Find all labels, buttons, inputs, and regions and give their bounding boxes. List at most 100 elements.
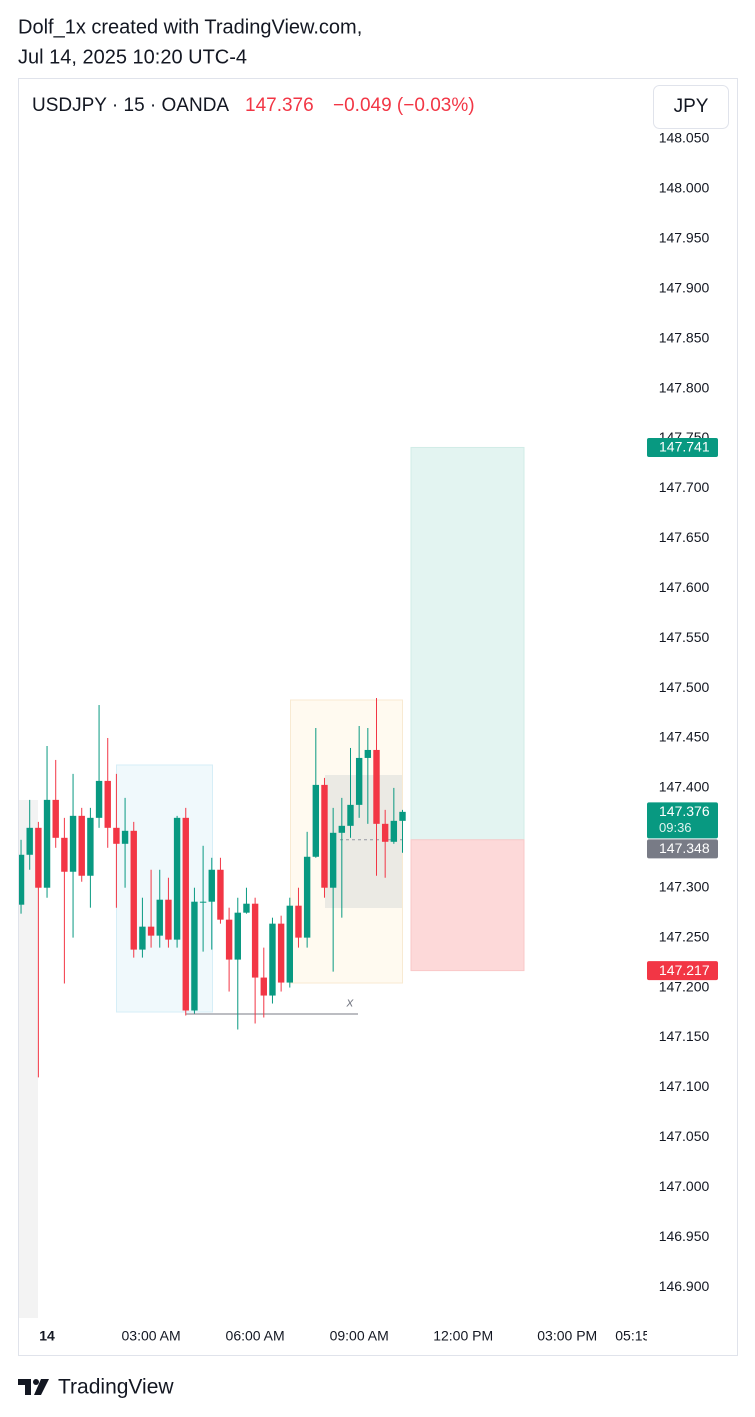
candle-body (147, 926, 155, 936)
y-tick-label: 147.800 (659, 379, 710, 395)
x-tick-label: 05:15 (615, 1328, 650, 1344)
candle-body (364, 749, 372, 758)
candle-body (87, 817, 94, 876)
x-tick-label: 09:00 AM (330, 1328, 389, 1344)
candle-body (113, 827, 120, 844)
candle-body (19, 854, 25, 905)
x-tick-label: 03:00 AM (122, 1328, 181, 1344)
candle-body (373, 749, 380, 824)
candle-body (234, 912, 241, 960)
candle-body (69, 815, 77, 872)
price-badge (647, 839, 718, 859)
header-price: 147.376 (245, 95, 314, 116)
header-change: −0.049 (−0.03%) (333, 95, 475, 116)
y-tick-label: 147.000 (659, 1178, 710, 1194)
footer-brand: TradingView (58, 1376, 174, 1399)
price-badge (647, 961, 718, 981)
candle-body (303, 856, 311, 938)
candle-body (260, 977, 267, 996)
candle-body (104, 780, 111, 828)
x-tick-label: 06:00 AM (226, 1328, 285, 1344)
candle-body (286, 905, 294, 983)
candle-body (182, 817, 189, 1011)
x-tick-label: 12:00 PM (433, 1328, 493, 1344)
symbol: USDJPY · 15 · OANDA (32, 95, 229, 116)
price-badge-label: 147.741 (659, 439, 710, 455)
candle-body (199, 901, 207, 903)
candle-body (208, 869, 215, 902)
candle-body (381, 823, 389, 842)
candle-body (321, 784, 328, 888)
x-tick-label: 03:00 PM (537, 1328, 597, 1344)
y-tick-label: 147.050 (659, 1128, 710, 1144)
price-badge (647, 802, 718, 839)
axes: 148.050 148.000 147.950 147.900 147.850 147.8… (39, 130, 718, 1344)
y-tick-label: 147.900 (659, 279, 710, 295)
candle-body (295, 905, 302, 938)
candle-body (329, 832, 337, 888)
y-tick-label: 147.550 (659, 629, 710, 645)
y-tick-label: 147.650 (659, 529, 710, 545)
session-shade (19, 800, 38, 1318)
candle-body (217, 869, 224, 920)
candle-body (251, 903, 259, 978)
currency[interactable]: JPY (674, 96, 709, 117)
candle-body (95, 780, 103, 818)
candle-body (43, 799, 51, 888)
y-tick-label: 147.300 (659, 878, 710, 894)
price-badge-label: 147.217 (659, 962, 710, 978)
plot-area: x (19, 446, 525, 1318)
candle-body (35, 827, 42, 888)
currency-button[interactable] (653, 85, 729, 129)
stop-zone (410, 839, 525, 972)
y-tick-label: 146.950 (659, 1228, 710, 1244)
level-label: x (346, 994, 354, 1009)
candle-body (61, 837, 68, 872)
y-tick-label: 147.950 (659, 230, 710, 246)
y-tick-label: 148.000 (659, 180, 710, 196)
y-tick-label: 147.200 (659, 978, 710, 994)
y-tick-label: 147.250 (659, 928, 710, 944)
y-tick-label: 147.500 (659, 679, 710, 695)
x-axis: 14 03:00 AM 06:00 AM 09:00 AM 12:00 PM 03:00 … (39, 1328, 650, 1344)
y-tick-label: 147.700 (659, 479, 710, 495)
y-tick-label: 147.450 (659, 729, 710, 745)
footer-logo (18, 1379, 49, 1395)
y-tick-label: 147.600 (659, 579, 710, 595)
candle-body (399, 811, 406, 821)
candle-body (52, 799, 59, 838)
countdown: 09:36 (659, 820, 692, 835)
candle-body (243, 903, 250, 913)
candle-body (277, 923, 285, 983)
last-price-label: 147.376 (659, 803, 710, 819)
candle-body (156, 899, 163, 936)
candle-body (225, 919, 233, 960)
candle-body (390, 820, 398, 842)
range-box (325, 775, 402, 908)
candle-body (347, 804, 354, 826)
target-zone (410, 446, 525, 841)
candle-body (355, 757, 363, 805)
y-tick-label: 147.100 (659, 1078, 710, 1094)
candle-body (78, 815, 85, 876)
candle-body (269, 923, 276, 996)
date-line: Jul 14, 2025 10:20 UTC-4 (18, 46, 247, 68)
candle-body (173, 817, 181, 940)
price-badge-label: 147.348 (659, 840, 710, 856)
author-line: Dolf_1x created with TradingView.com, (18, 16, 362, 38)
y-tick-label: 147.400 (659, 779, 710, 795)
y-tick-label: 147.150 (659, 1028, 710, 1044)
candle-body (139, 926, 146, 950)
candle-body (191, 901, 198, 1011)
candle-body (26, 827, 33, 855)
candle-body (165, 899, 172, 940)
candle-body (312, 784, 320, 857)
candle-body (338, 825, 346, 833)
x-tick-label: 14 (39, 1328, 55, 1344)
y-tick-label: 148.050 (659, 130, 710, 146)
price-badge (647, 437, 718, 457)
y-tick-label: 146.900 (659, 1278, 710, 1294)
candle-body (130, 830, 137, 950)
y-tick-label: 147.850 (659, 329, 710, 345)
